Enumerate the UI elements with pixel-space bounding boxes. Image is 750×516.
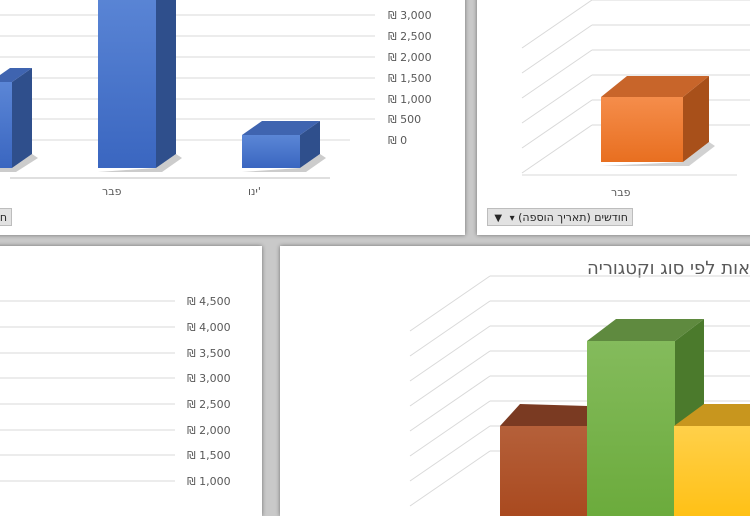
y-tick: ₪ 2,000 [388, 51, 432, 64]
y-tick: ₪ 2,000 [187, 424, 231, 437]
bar-series-1[interactable] [500, 404, 588, 516]
y-tick: ₪ 3,000 [388, 9, 432, 22]
chart-panel-bottom-left[interactable]: ₪ 4,500 ₪ 4,000 ₪ 3,500 ₪ 3,000 ₪ 2,500 … [0, 246, 262, 516]
y-tick: ₪ 4,500 [187, 295, 231, 308]
y-tick: ₪ 1,000 [187, 475, 231, 488]
y-axis-ticks: ₪ 3,000 ₪ 2,500 ₪ 2,000 ₪ 1,500 ₪ 1,000 … [388, 9, 432, 147]
field-button-label: ח [0, 211, 7, 224]
gridlines [0, 14, 375, 179]
chart-panel-top-left[interactable]: ₪ 3,000 ₪ 2,500 ₪ 2,000 ₪ 1,500 ₪ 1,000 … [0, 0, 465, 235]
x-tick-label: ינו' [248, 185, 261, 198]
field-button-label: חודשים (תאריך הוספה) [518, 211, 628, 224]
bar-chart-bottom-right [409, 275, 750, 516]
y-tick: ₪ 1,000 [388, 93, 432, 106]
bar-jan[interactable] [242, 121, 326, 172]
bar-chart-top-left: ₪ 3,000 ₪ 2,500 ₪ 2,000 ₪ 1,500 ₪ 1,000 … [0, 0, 432, 198]
chart-title: אות לפי סוג וקטגוריה [586, 258, 750, 279]
bar-feb[interactable] [98, 0, 182, 172]
y-tick: ₪ 1,500 [388, 72, 432, 85]
field-button-partial[interactable]: ח [0, 208, 12, 226]
chart-panel-top-right[interactable]: פבר חודשים (תאריך הוספה) ▾ ▼ [477, 0, 750, 235]
chart-panel-bottom-right[interactable]: אות לפי סוג וקטגוריה [280, 246, 750, 516]
y-tick: ₪ 2,500 [187, 398, 231, 411]
bar-feb[interactable] [601, 76, 715, 166]
y-tick: ₪ 500 [388, 113, 421, 126]
y-tick: ₪ 1,500 [187, 449, 231, 462]
filter-dropdown-icon[interactable]: ▾ [509, 213, 515, 224]
bar-partial-left[interactable] [0, 68, 38, 172]
y-tick: ₪ 4,000 [187, 321, 231, 334]
bar-series-3[interactable] [674, 404, 750, 516]
y-axis-ticks: ₪ 4,500 ₪ 4,000 ₪ 3,500 ₪ 3,000 ₪ 2,500 … [187, 295, 231, 488]
filter-icon[interactable]: ▼ [494, 213, 503, 224]
x-tick-label: פבר [611, 186, 631, 199]
x-tick-label: פבר [102, 185, 122, 198]
y-tick: ₪ 0 [388, 134, 407, 147]
field-button-months[interactable]: חודשים (תאריך הוספה) ▾ ▼ [487, 208, 633, 226]
bar-chart-top-right: פבר [521, 0, 750, 199]
bar-chart-bottom-left: ₪ 4,500 ₪ 4,000 ₪ 3,500 ₪ 3,000 ₪ 2,500 … [0, 295, 231, 488]
gridlines [0, 300, 175, 482]
y-tick: ₪ 2,500 [388, 30, 432, 43]
y-tick: ₪ 3,000 [187, 372, 231, 385]
y-tick: ₪ 3,500 [187, 347, 231, 360]
